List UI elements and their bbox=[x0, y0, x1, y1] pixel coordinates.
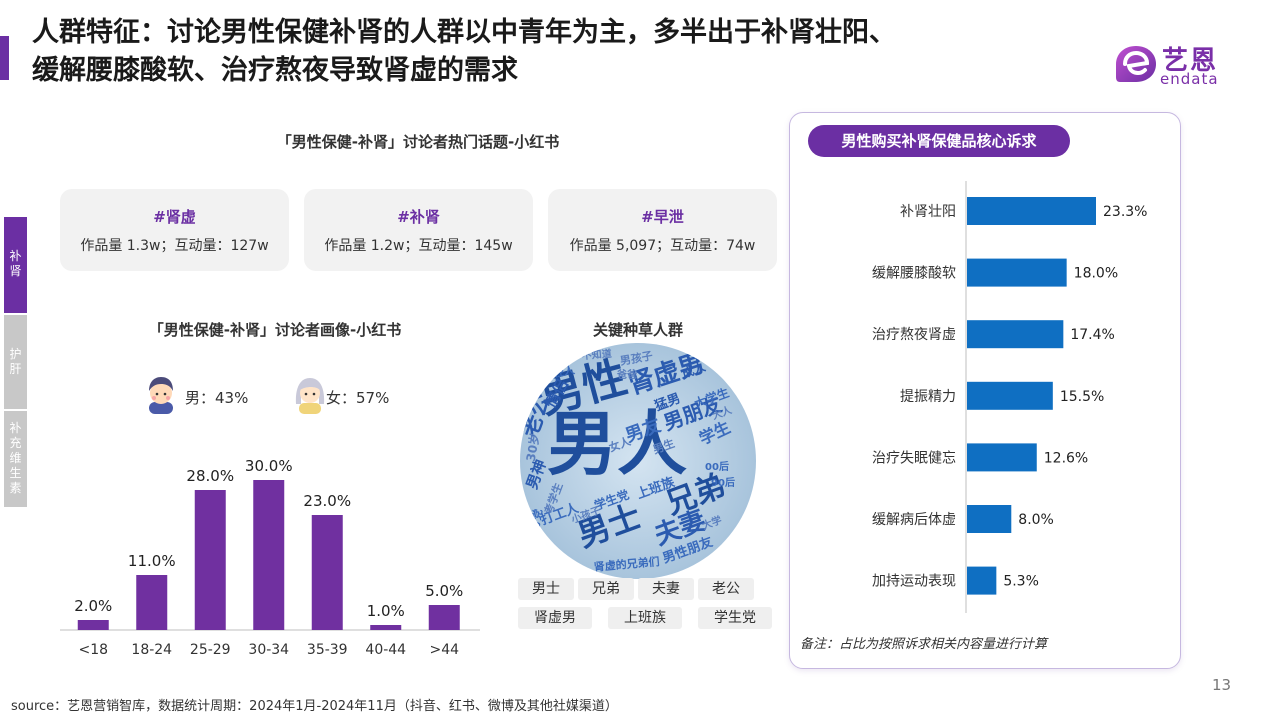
side-tab-bushen[interactable]: 补肾 bbox=[4, 217, 27, 313]
appeal-category-label: 缓解病后体虚 bbox=[872, 512, 956, 528]
age-category-label: <18 bbox=[78, 642, 108, 658]
age-bar-value-label: 2.0% bbox=[74, 597, 112, 615]
age-bar-value-label: 1.0% bbox=[367, 602, 405, 620]
topic-name[interactable]: #肾虚 bbox=[153, 208, 196, 226]
appeal-bar-value-label: 23.3% bbox=[1103, 204, 1147, 220]
appeal-bar bbox=[967, 566, 997, 595]
appeal-panel-title: 男性购买补肾保健品核心诉求 bbox=[808, 125, 1070, 157]
male-percent: 男：43% bbox=[185, 389, 249, 407]
keyword-tag[interactable]: 肾虚男 bbox=[518, 607, 592, 629]
topic-stats: 作品量 1.3w；互动量：127w bbox=[80, 238, 269, 254]
appeal-bar bbox=[967, 197, 1096, 225]
appeal-category-label: 治疗失眠健忘 bbox=[872, 450, 956, 466]
appeal-category-label: 提振精力 bbox=[900, 389, 956, 405]
age-bar-chart: 2.0% <18 11.0% 18-24 28.0% 25-29 30.0% 30-34 23.… bbox=[60, 457, 480, 658]
appeal-category-label: 补肾壮阳 bbox=[900, 204, 956, 220]
cloud-word: 男人 bbox=[547, 403, 687, 485]
appeal-bar bbox=[967, 381, 1053, 410]
age-category-label: >44 bbox=[429, 642, 459, 658]
topic-stats: 作品量 1.2w；互动量：145w bbox=[324, 238, 513, 254]
age-category-label: 35-39 bbox=[307, 642, 348, 658]
appeal-bar bbox=[967, 443, 1037, 472]
age-bar-value-label: 30.0% bbox=[245, 457, 293, 475]
appeal-category-label: 加持运动表现 bbox=[872, 574, 956, 590]
cloud-word: 肾虚的兄弟们 bbox=[593, 554, 660, 574]
appeal-bar-value-label: 8.0% bbox=[1018, 512, 1054, 528]
page-title-line-2: 缓解腰膝酸软、治疗熬夜导致肾虚的需求 bbox=[32, 55, 518, 86]
cloud-word: 90后 bbox=[711, 476, 735, 489]
logo-chinese: 艺恩 bbox=[1162, 46, 1219, 76]
gender-male: 男：43% bbox=[143, 374, 273, 414]
cloud-title: 关键种草人群 bbox=[592, 321, 683, 339]
age-bar bbox=[136, 575, 168, 630]
appeal-panel: 男性购买补肾保健品核心诉求 补肾壮阳 23.3% 缓解腰膝酸软 18.0% 治疗熬夜肾虚… bbox=[789, 112, 1181, 669]
age-bar bbox=[311, 515, 343, 630]
age-category-label: 30-34 bbox=[248, 642, 289, 658]
cloud-word: 不知道 bbox=[581, 347, 612, 363]
gender-female: 女：57% bbox=[292, 374, 422, 414]
word-cloud-circle bbox=[520, 343, 756, 579]
side-tabs: 补肾 护肝 补充维生素 bbox=[4, 217, 27, 509]
female-avatar-icon bbox=[295, 378, 325, 414]
topics-title: 「男性保健-补肾」讨论者热门话题-小红书 bbox=[276, 133, 560, 151]
age-bar-value-label: 11.0% bbox=[128, 552, 176, 570]
endata-logo: 艺恩 endata bbox=[1114, 40, 1244, 90]
page-title-line-1: 人群特征：讨论男性保健补肾的人群以中青年为主，多半出于补肾壮阳、 bbox=[32, 17, 896, 48]
appeal-bar-value-label: 15.5% bbox=[1060, 389, 1104, 405]
appeal-note: 备注：占比为按照诉求相关内容量进行计算 bbox=[800, 637, 1048, 652]
appeal-bar-value-label: 12.6% bbox=[1044, 450, 1088, 466]
keyword-tag[interactable]: 上班族 bbox=[608, 607, 682, 629]
appeal-category-label: 治疗熬夜肾虚 bbox=[872, 327, 956, 343]
cloud-word: 30岁 bbox=[523, 432, 543, 463]
topic-name[interactable]: #补肾 bbox=[397, 208, 440, 226]
age-category-label: 18-24 bbox=[131, 642, 172, 658]
cloud-word: 爸爸 bbox=[616, 368, 637, 381]
age-bar bbox=[194, 490, 226, 630]
topic-name[interactable]: #早泄 bbox=[641, 208, 684, 226]
male-avatar-icon bbox=[149, 377, 173, 414]
side-tab-hugan[interactable]: 护肝 bbox=[4, 315, 27, 409]
cloud-word: 男孩子 bbox=[619, 348, 654, 368]
keyword-tag[interactable]: 夫妻 bbox=[638, 578, 694, 600]
portrait-title: 「男性保健-补肾」讨论者画像-小红书 bbox=[148, 321, 402, 339]
appeal-bar bbox=[967, 505, 1012, 533]
age-category-label: 40-44 bbox=[365, 642, 406, 658]
female-percent: 女：57% bbox=[326, 389, 390, 407]
side-tab-vitamin[interactable]: 补充维生素 bbox=[4, 411, 27, 507]
keyword-tag[interactable]: 男士 bbox=[518, 578, 574, 600]
appeal-bar-chart: 补肾壮阳 23.3% 缓解腰膝酸软 18.0% 治疗熬夜肾虚 17.4% 提振精力 15.5%… bbox=[872, 181, 1147, 613]
age-bar-value-label: 28.0% bbox=[186, 467, 234, 485]
keyword-tag[interactable]: 学生党 bbox=[698, 607, 772, 629]
keyword-tag[interactable]: 老公 bbox=[698, 578, 754, 600]
appeal-category-label: 缓解腰膝酸软 bbox=[872, 266, 956, 282]
age-bar-value-label: 5.0% bbox=[425, 582, 463, 600]
page-title: 人群特征：讨论男性保健补肾的人群以中青年为主，多半出于补肾壮阳、 缓解腰膝酸软、… bbox=[32, 14, 1092, 90]
topic-card-bushen: #补肾 作品量 1.2w；互动量：145w bbox=[304, 189, 533, 271]
age-category-label: 25-29 bbox=[190, 642, 231, 658]
appeal-bar-value-label: 18.0% bbox=[1074, 266, 1118, 282]
age-bar-value-label: 23.0% bbox=[303, 492, 351, 510]
age-bar bbox=[253, 480, 285, 630]
source-note: source：艺恩营销智库，数据统计周期：2024年1月-2024年11月（抖音… bbox=[11, 699, 618, 714]
keyword-tag[interactable]: 兄弟 bbox=[578, 578, 634, 600]
age-bar bbox=[370, 625, 402, 630]
topic-stats: 作品量 5,097；互动量：74w bbox=[569, 238, 756, 254]
logo-english: endata bbox=[1160, 70, 1219, 88]
page-number: 13 bbox=[1212, 676, 1232, 694]
age-bar bbox=[428, 605, 460, 630]
topic-card-zaoxie: #早泄 作品量 5,097；互动量：74w bbox=[548, 189, 777, 271]
title-accent-bar bbox=[0, 36, 9, 80]
appeal-bar bbox=[967, 258, 1067, 287]
topic-card-shenxu: #肾虚 作品量 1.3w；互动量：127w bbox=[60, 189, 289, 271]
cloud-word: 00后 bbox=[705, 460, 729, 473]
appeal-bar-value-label: 17.4% bbox=[1070, 327, 1114, 343]
age-bar bbox=[77, 620, 109, 630]
appeal-bar bbox=[967, 320, 1064, 349]
appeal-bar-value-label: 5.3% bbox=[1003, 574, 1039, 590]
logo-e-icon bbox=[1116, 46, 1156, 82]
